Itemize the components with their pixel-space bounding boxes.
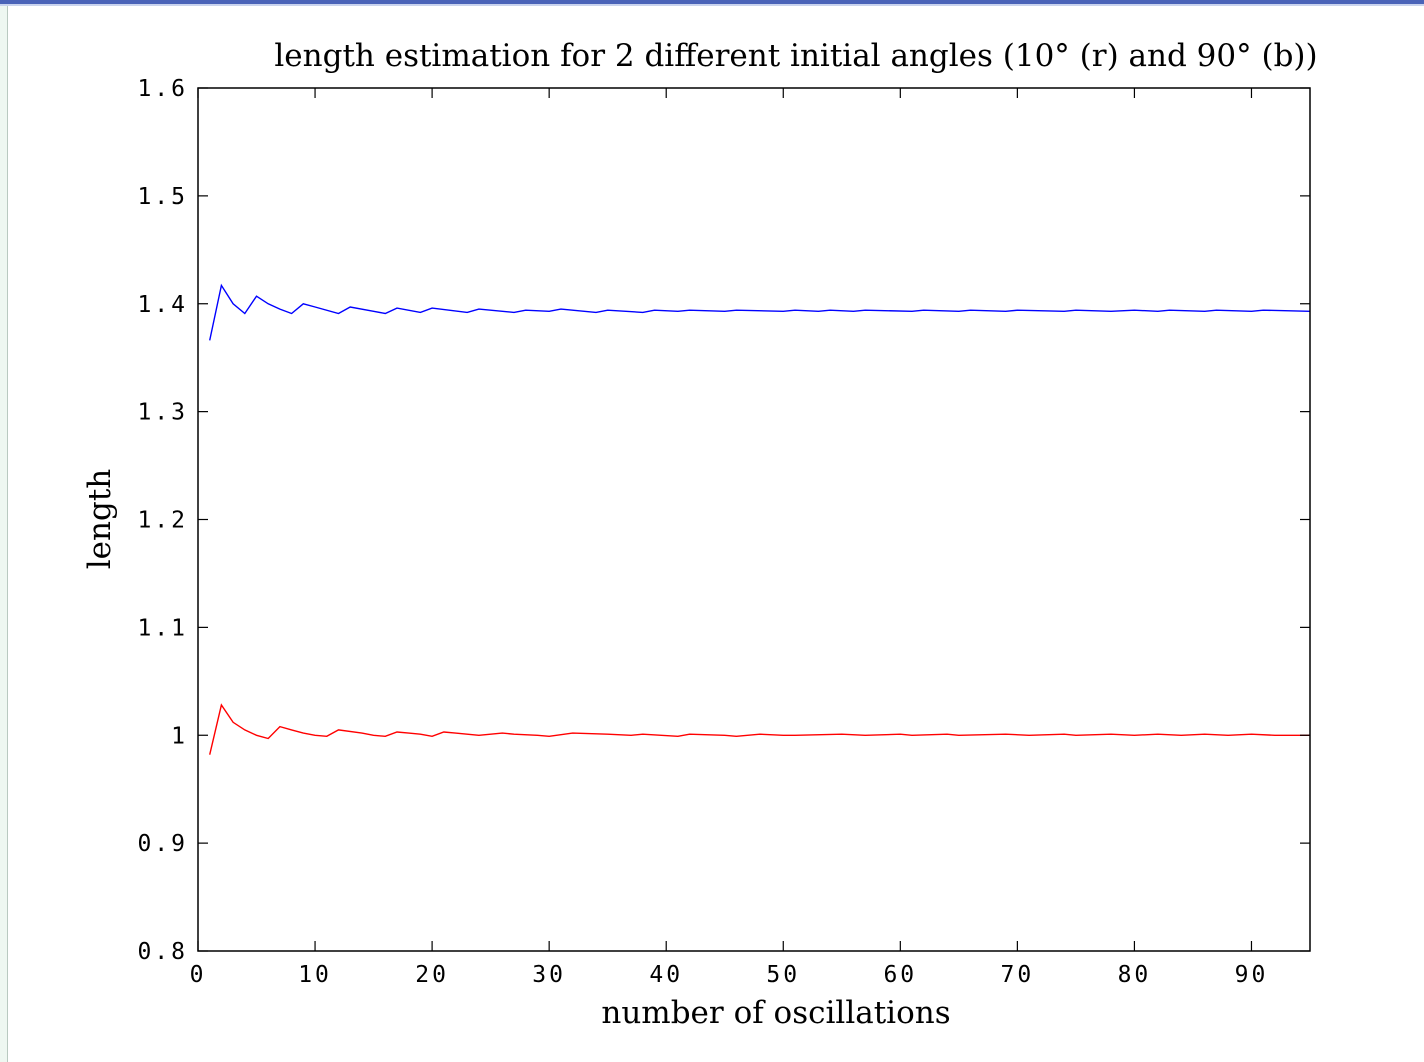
ticks-layer: 0 10 20 30 40 50 60 70 80 90 0.8 0.9 1 1.1 1.2 1.3 1.4 1.… (137, 76, 1310, 988)
series-layer (209, 283, 1311, 755)
x-tick-label: 60 (883, 962, 917, 988)
y-tick-label: 1 (171, 723, 188, 749)
window-top-border-highlight (0, 4, 1424, 6)
y-tick-label: 1.1 (137, 615, 188, 641)
x-tick-label: 70 (1001, 962, 1035, 988)
y-tick-label: 0.9 (137, 831, 188, 857)
x-tick-label: 40 (649, 962, 683, 988)
x-tick-label: 90 (1235, 962, 1269, 988)
y-tick-label: 1.5 (137, 184, 188, 210)
y-tick-label: 1.4 (137, 292, 188, 318)
x-tick-label: 50 (766, 962, 800, 988)
y-tick-label: 0.8 (137, 939, 188, 965)
plot-area-frame (197, 87, 1311, 952)
x-tick-label: 20 (415, 962, 449, 988)
y-axis-label: length (82, 469, 118, 570)
x-tick-label: 0 (190, 962, 207, 988)
x-axis-label: number of oscillations (601, 995, 950, 1031)
y-tick-label: 1.3 (137, 400, 188, 426)
x-tick-label: 80 (1118, 962, 1152, 988)
series-line-blue (209, 283, 1311, 341)
window-left-border (0, 6, 8, 1062)
x-tick-label: 10 (298, 962, 332, 988)
window-top-border (0, 0, 1424, 4)
y-tick-label: 1.6 (137, 76, 188, 102)
x-tick-label: 30 (532, 962, 566, 988)
y-tick-label: 1.2 (137, 508, 188, 534)
series-line-red (209, 703, 1310, 755)
chart-title: length estimation for 2 different initia… (274, 38, 1317, 74)
